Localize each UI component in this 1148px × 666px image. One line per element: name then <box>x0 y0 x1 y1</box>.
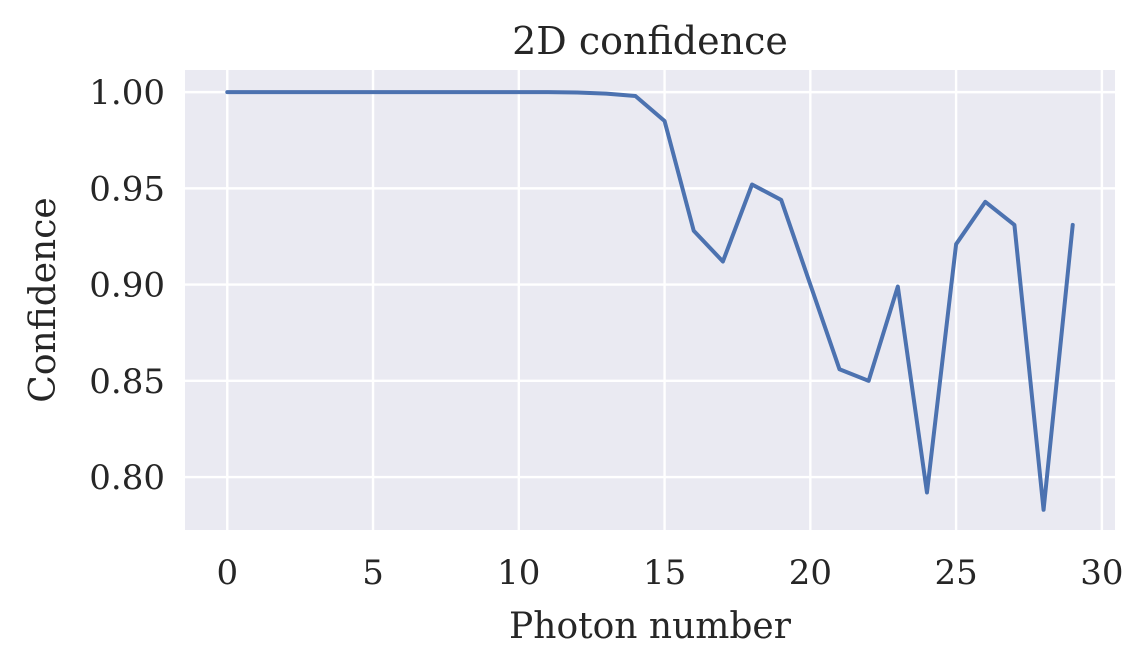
y-axis-label: Confidence <box>23 197 64 402</box>
series-line <box>225 90 1075 512</box>
x-axis-label: Photon number <box>509 606 792 647</box>
chart-title: 2D confidence <box>512 19 788 63</box>
y-tick-label: 0.80 <box>89 458 165 498</box>
y-tick-label: 0.85 <box>89 362 165 402</box>
y-tick-label: 1.00 <box>89 73 165 113</box>
x-tick-label: 20 <box>789 553 832 593</box>
y-tick-labels: 0.80 0.85 0.90 0.95 1.00 <box>89 73 165 498</box>
x-tick-label: 5 <box>362 553 384 593</box>
y-tick-label: 0.95 <box>89 169 165 209</box>
x-tick-labels: 0 5 10 15 20 25 30 <box>216 553 1123 593</box>
series-layer <box>225 90 1075 512</box>
x-tick-label: 25 <box>934 553 977 593</box>
x-tick-label: 15 <box>643 553 686 593</box>
x-tick-label: 0 <box>216 553 238 593</box>
plot-area <box>185 70 1115 530</box>
x-tick-label: 30 <box>1080 553 1123 593</box>
x-gridlines <box>226 70 1104 530</box>
y-tick-label: 0.90 <box>89 266 165 306</box>
x-tick-label: 10 <box>497 553 540 593</box>
